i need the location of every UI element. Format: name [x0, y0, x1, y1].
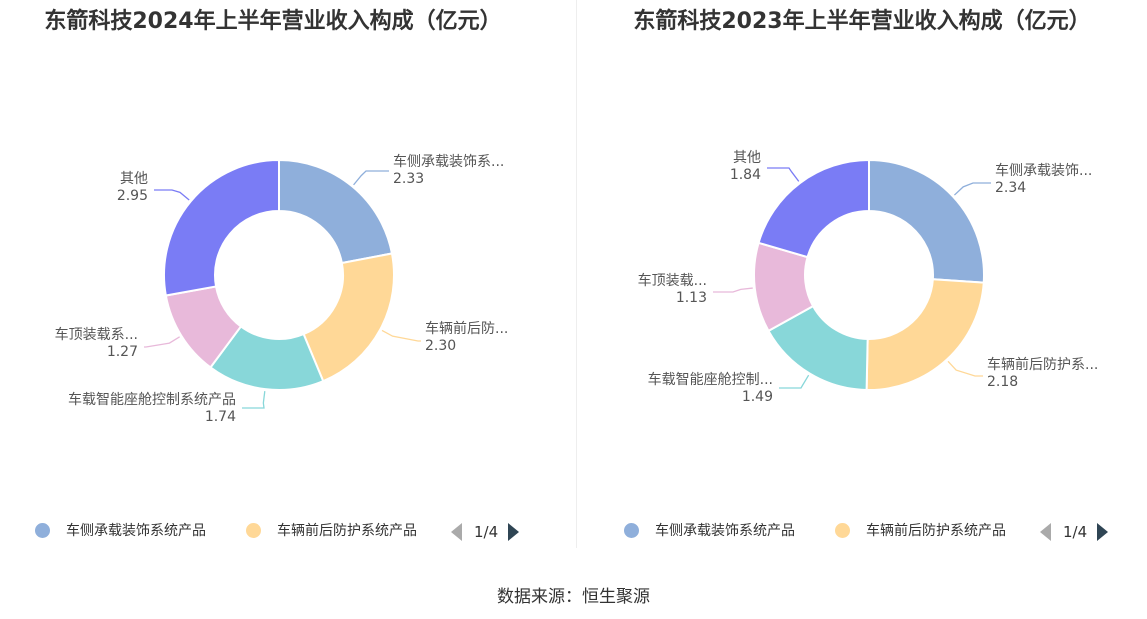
slice-name-label: 车载智能座舱控制...	[648, 371, 773, 388]
donut-chart-2023: 车侧承载装饰...2.34车辆前后防护系...2.18车载智能座舱控制...1.…	[638, 150, 1099, 405]
donut-chart-2024: 车侧承载装饰系...2.33车辆前后防...2.30车载智能座舱控制系统产品1.…	[55, 153, 509, 425]
leader-line	[242, 391, 266, 409]
slice-value-label: 2.33	[393, 171, 424, 187]
slice-name-label: 车侧承载装饰系...	[393, 153, 504, 170]
legend: 车侧承载装饰系统产品 车辆前后防护系统产品 1/4	[577, 520, 1147, 546]
legend-item-1[interactable]: 车侧承载装饰系统产品	[624, 520, 795, 540]
slice-value-label: 1.49	[742, 389, 773, 405]
legend-color-dot	[246, 522, 261, 538]
donut-slice[interactable]	[865, 278, 985, 391]
slice-value-label: 1.27	[107, 344, 138, 360]
leader-line	[953, 182, 991, 196]
legend-item-label: 车侧承载装饰系统产品	[655, 523, 795, 539]
slice-value-label: 1.13	[676, 290, 707, 306]
leader-line	[779, 374, 810, 389]
leader-line	[381, 329, 421, 342]
legend: 车侧承载装饰系统产品 车辆前后防护系统产品 1/4	[0, 520, 570, 546]
legend-page-indicator: 1/4	[1063, 523, 1088, 541]
slice-name-label: 车辆前后防护系...	[987, 356, 1098, 373]
chart-title: 东箭科技2024年上半年营业收入构成（亿元）	[44, 9, 502, 34]
slice-value-label: 2.34	[995, 180, 1026, 196]
legend-page-indicator: 1/4	[474, 523, 499, 541]
slice-value-label: 1.74	[205, 409, 236, 425]
leader-line	[767, 167, 800, 182]
leader-line	[154, 189, 190, 201]
legend-pager: 1/4	[1040, 523, 1109, 541]
chart-panel-2023: 东箭科技2023年上半年营业收入构成（亿元） 车侧承载装饰... 2.34 车辆前后…	[577, 0, 1147, 560]
leader-line	[144, 336, 180, 348]
legend-pager: 1/4	[451, 523, 520, 541]
prev-page-icon[interactable]	[1040, 523, 1051, 541]
legend-item-2[interactable]: 车辆前后防护系统产品	[246, 520, 417, 540]
leader-line	[947, 360, 983, 377]
legend-item-label: 车辆前后防护系统产品	[277, 523, 417, 539]
legend-color-dot	[835, 522, 850, 538]
slice-name-label: 车辆前后防...	[425, 320, 508, 337]
slice-name-label: 车顶装载系...	[55, 326, 138, 343]
donut-slice[interactable]	[278, 158, 394, 265]
slice-name-label: 车侧承载装饰...	[995, 162, 1092, 179]
donut-slice[interactable]	[868, 158, 985, 284]
next-page-icon[interactable]	[508, 523, 520, 541]
chart-title: 东箭科技2023年上半年营业收入构成（亿元）	[633, 9, 1091, 34]
legend-color-dot	[35, 522, 50, 538]
slice-name-label: 车载智能座舱控制系统产品	[68, 391, 236, 408]
legend-item-label: 车辆前后防护系统产品	[866, 523, 1006, 539]
leader-line	[713, 287, 753, 293]
legend-item-label: 车侧承载装饰系统产品	[66, 523, 206, 539]
chart-panel-2024: 东箭科技2024年上半年营业收入构成（亿元） 车侧承载装饰系... 2.33 车辆前…	[0, 0, 570, 560]
slice-value-label: 2.95	[117, 188, 148, 204]
donut-slice[interactable]	[757, 158, 870, 259]
next-page-icon[interactable]	[1097, 523, 1109, 541]
slice-name-label: 车顶装载...	[638, 272, 707, 289]
leader-line	[353, 170, 389, 186]
slice-name-label: 其他	[733, 150, 761, 166]
donut-slice[interactable]	[163, 158, 280, 297]
data-source-note: 数据来源：恒生聚源	[497, 587, 650, 607]
slice-value-label: 2.30	[425, 338, 456, 354]
legend-item-2[interactable]: 车辆前后防护系统产品	[835, 520, 1006, 540]
prev-page-icon[interactable]	[451, 523, 462, 541]
legend-color-dot	[624, 522, 639, 538]
slice-value-label: 1.84	[730, 167, 761, 183]
donut-slice[interactable]	[302, 252, 395, 383]
legend-item-1[interactable]: 车侧承载装饰系统产品	[35, 520, 206, 540]
panel-divider	[576, 0, 577, 548]
slice-name-label: 其他	[120, 171, 148, 187]
slice-value-label: 2.18	[987, 374, 1018, 390]
